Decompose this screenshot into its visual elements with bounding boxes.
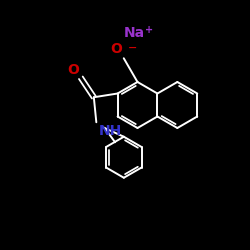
Text: Na: Na (124, 26, 145, 40)
Text: O: O (67, 62, 79, 76)
Text: O: O (111, 42, 122, 56)
Text: −: − (128, 43, 138, 53)
Text: NH: NH (98, 124, 122, 138)
Text: +: + (145, 25, 153, 35)
